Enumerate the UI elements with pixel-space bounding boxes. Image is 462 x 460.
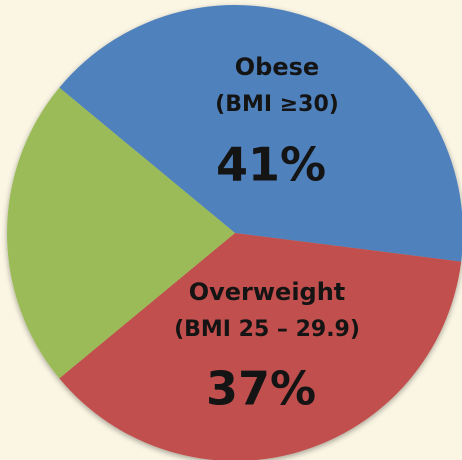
pie-slice — [59, 5, 462, 262]
pie — [6, 5, 462, 460]
value-label: 37% — [206, 362, 316, 416]
slice-label: Obese — [235, 53, 319, 81]
value-label: 41% — [216, 138, 326, 192]
slice-label: Overweight — [189, 278, 346, 306]
slice-note: (BMI 25 – 29.9) — [174, 317, 360, 342]
slice-note: (BMI ≥30) — [215, 92, 339, 117]
labels: Obese (BMI ≥30) 41% Overweight (BMI 25 – 29.… — [174, 53, 360, 416]
pie-slice — [59, 233, 462, 460]
pie-slice — [6, 87, 236, 379]
